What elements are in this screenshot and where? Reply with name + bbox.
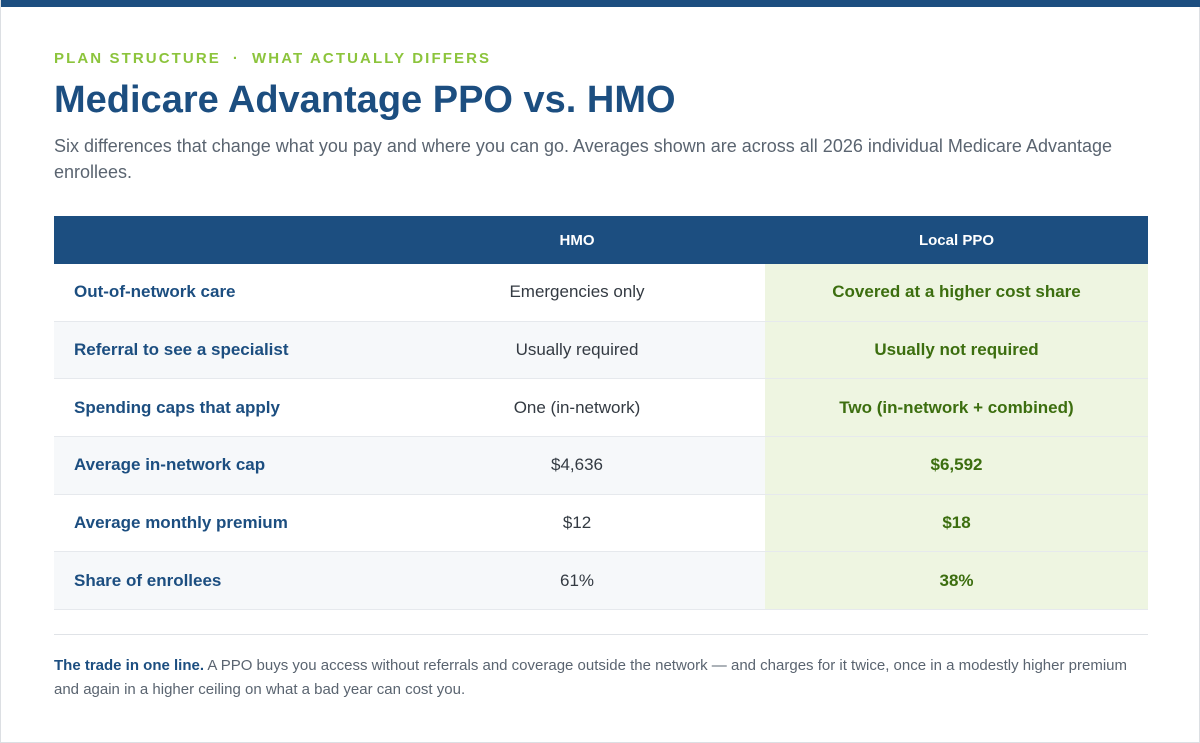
page-title: Medicare Advantage PPO vs. HMO	[54, 79, 676, 121]
table-row: Out-of-network care Emergencies only Cov…	[54, 264, 1148, 322]
page-subtitle: Six differences that change what you pay…	[54, 136, 1113, 182]
hmo-value: One (in-network)	[513, 397, 641, 417]
ppo-value: $18	[765, 494, 1148, 552]
table-row: Average in-network cap $4,636 $6,592	[54, 437, 1148, 495]
header-ppo: Local PPO	[918, 231, 995, 249]
eyebrow-left: PLAN STRUCTURE	[54, 50, 221, 67]
table-row: Referral to see a specialist Usually req…	[54, 321, 1148, 380]
hmo-value: $4,636	[551, 455, 603, 475]
footnote-divider	[54, 634, 1148, 635]
table-row: Average monthly premium $12 $18	[54, 494, 1148, 553]
row-label: Average monthly premium	[74, 513, 288, 533]
comparison-table: HMO Local PPO Out-of-network care Emerge…	[54, 216, 1148, 611]
table-header: HMO Local PPO	[54, 216, 1148, 264]
header: PLAN STRUCTURE · WHAT ACTUALLY DIFFERS M…	[54, 50, 1148, 185]
header-label-cell	[54, 216, 389, 264]
row-label: Average in-network cap	[74, 455, 266, 475]
row-label: Out-of-network care	[74, 282, 236, 302]
header-hmo: HMO	[559, 231, 595, 249]
hmo-value: Emergencies only	[509, 282, 645, 302]
footnote-lead: The trade in one line.	[54, 657, 205, 674]
ppo-value: $6,592	[765, 437, 1148, 494]
ppo-value: Two (in-network + combined)	[765, 379, 1148, 437]
row-label: Referral to see a specialist	[74, 340, 289, 360]
table-row: Spending caps that apply One (in-network…	[54, 379, 1148, 438]
ppo-value: Covered at a higher cost share	[765, 264, 1148, 321]
table-row: Share of enrollees 61% 38%	[54, 552, 1148, 611]
row-label: Spending caps that apply	[74, 397, 280, 417]
footnote: The trade in one line. A PPO buys you ac…	[54, 654, 1148, 702]
eyebrow-right: WHAT ACTUALLY DIFFERS	[252, 50, 492, 67]
eyebrow: PLAN STRUCTURE · WHAT ACTUALLY DIFFERS	[54, 50, 1148, 68]
hmo-value: 61%	[559, 570, 595, 590]
hmo-value: Usually required	[515, 340, 639, 360]
eyebrow-separator: ·	[232, 50, 241, 67]
ppo-value: Usually not required	[765, 321, 1148, 379]
footnote-body: A PPO buys you access without referrals …	[54, 657, 1127, 698]
row-label: Share of enrollees	[74, 570, 222, 590]
hmo-value: $12	[562, 513, 592, 533]
ppo-value: 38%	[765, 552, 1148, 610]
top-accent-bar	[1, 0, 1200, 7]
